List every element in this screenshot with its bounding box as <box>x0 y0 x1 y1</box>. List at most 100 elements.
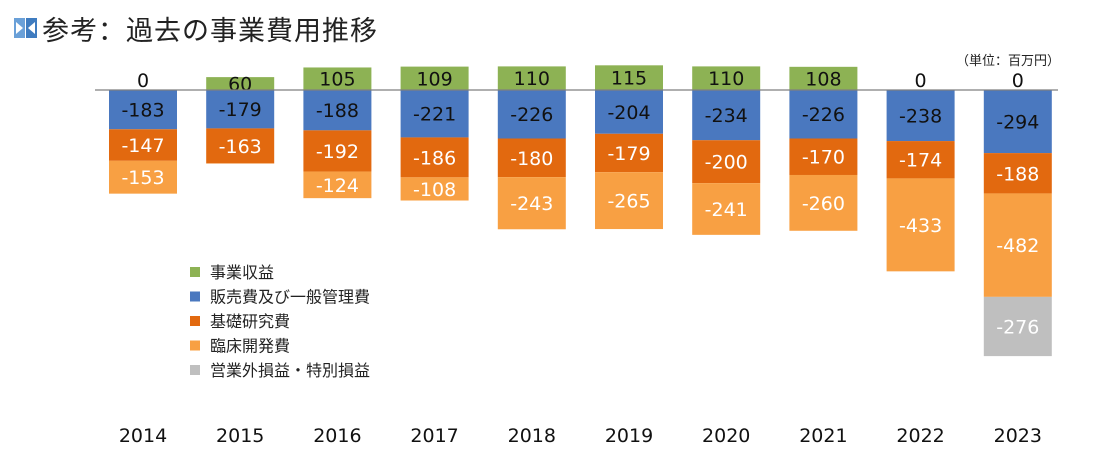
data-label-2017-series-0: 109 <box>416 68 452 90</box>
bar-2017-series-0 <box>400 66 469 90</box>
legend-swatch-2 <box>190 316 200 326</box>
data-label-2021-series-0: 108 <box>805 68 841 90</box>
bar-2021-series-0 <box>789 66 858 90</box>
data-label-2017-series-3: -108 <box>413 179 456 201</box>
data-label-2014-series-3: -153 <box>121 167 164 189</box>
bar-2015-series-1 <box>206 90 275 129</box>
data-label-2021-series-3: -260 <box>802 193 845 215</box>
x-tick-label-2020: 2020 <box>702 425 750 447</box>
title-bar: 参考：過去の事業費用推移 <box>14 8 378 48</box>
bar-2018-series-0 <box>497 66 566 90</box>
bar-2017-series-2 <box>400 137 469 178</box>
bar-2017-series-1 <box>400 90 469 138</box>
bar-2021-series-1 <box>789 90 858 139</box>
data-label-2014-series-2: -147 <box>121 135 164 157</box>
page-title: 参考：過去の事業費用推移 <box>42 15 378 47</box>
data-label-2023-series-2: -188 <box>996 163 1039 185</box>
legend-swatch-3 <box>190 340 200 351</box>
bar-2022-series-2 <box>886 141 955 179</box>
data-label-2018-series-2: -180 <box>510 148 553 170</box>
bar-2019-series-0 <box>595 65 663 90</box>
data-label-2018-series-0: 110 <box>514 68 550 90</box>
data-label-2016-series-3: -124 <box>316 175 359 197</box>
legend-label-0: 事業収益 <box>210 263 274 282</box>
bar-2017-series-3 <box>400 177 469 201</box>
data-label-2019-series-2: -179 <box>607 143 650 165</box>
bar-2014-series-2 <box>109 129 177 161</box>
x-tick-label-2022: 2022 <box>896 425 944 447</box>
data-label-2018-series-3: -243 <box>510 193 553 215</box>
data-label-2015-series-3: -1 <box>231 162 250 184</box>
bar-2019-series-3 <box>595 172 663 230</box>
legend-label-1: 販売費及び一般管理費 <box>210 288 370 307</box>
legend-swatch-4 <box>190 365 200 375</box>
data-label-2021-series-2: -170 <box>802 147 845 169</box>
data-label-2014-series-0: 0 <box>137 70 149 92</box>
x-tick-label-2018: 2018 <box>508 425 556 447</box>
data-label-2022-series-2: -174 <box>899 150 942 172</box>
company-logo-icon <box>14 18 37 38</box>
bar-2022-series-1 <box>886 90 955 142</box>
data-label-2020-series-1: -234 <box>705 105 748 127</box>
bar-2014-series-3 <box>109 160 177 194</box>
bar-2018-series-2 <box>497 138 566 178</box>
bar-2021-series-3 <box>789 174 858 231</box>
data-label-2016-series-0: 105 <box>319 69 355 91</box>
legend-swatch-0 <box>190 267 200 277</box>
x-tick-label-2019: 2019 <box>605 425 653 447</box>
data-label-2023-series-4: -276 <box>996 316 1039 338</box>
data-label-2015-series-1: -179 <box>219 99 262 121</box>
data-label-2023-series-0: 0 <box>1012 70 1024 92</box>
data-label-2016-series-2: -192 <box>316 141 359 163</box>
data-label-2020-series-2: -200 <box>705 152 748 174</box>
bar-2016-series-2 <box>303 130 372 172</box>
data-label-2022-series-1: -238 <box>899 106 942 128</box>
legend-swatch-1 <box>190 291 200 302</box>
data-label-2022-series-0: 0 <box>915 70 927 92</box>
bar-2021-series-2 <box>789 138 858 175</box>
data-label-2017-series-1: -221 <box>413 104 456 126</box>
data-label-2019-series-3: -265 <box>607 191 650 213</box>
bar-2015-series-0 <box>206 77 275 90</box>
x-tick-label-2014: 2014 <box>119 425 167 447</box>
data-label-2019-series-1: -204 <box>607 102 650 124</box>
bar-2015-series-2 <box>206 128 275 164</box>
bar-2020-series-2 <box>692 140 761 184</box>
bar-2019-series-2 <box>595 133 663 173</box>
x-tick-label-2015: 2015 <box>216 425 264 447</box>
legend-label-2: 基礎研究費 <box>210 312 290 331</box>
x-tick-label-2016: 2016 <box>313 425 361 447</box>
legend-label-4: 営業外損益・特別損益 <box>210 361 370 380</box>
data-label-2015-series-2: -163 <box>219 136 262 158</box>
data-label-2014-series-1: -183 <box>121 100 164 122</box>
bar-2018-series-3 <box>497 177 566 230</box>
data-label-2022-series-3: -433 <box>899 215 942 237</box>
unit-note: （単位：百万円） <box>955 54 1060 69</box>
data-label-2020-series-3: -241 <box>705 199 748 221</box>
legend-label-3: 臨床開発費 <box>210 337 290 356</box>
data-label-2021-series-1: -226 <box>802 104 845 126</box>
bar-2018-series-1 <box>497 90 566 139</box>
data-label-2016-series-1: -188 <box>316 100 359 122</box>
bar-2014-series-1 <box>109 90 177 130</box>
data-label-2017-series-2: -186 <box>413 147 456 169</box>
bar-2019-series-1 <box>595 90 663 134</box>
x-tick-label-2023: 2023 <box>994 425 1042 447</box>
x-tick-label-2021: 2021 <box>799 425 847 447</box>
bar-2020-series-0 <box>692 66 761 90</box>
x-tick-label-2017: 2017 <box>410 425 458 447</box>
bar-2016-series-3 <box>303 171 372 199</box>
data-label-2023-series-3: -482 <box>996 235 1039 257</box>
data-label-2018-series-1: -226 <box>510 104 553 126</box>
bar-2022-series-3 <box>886 178 955 272</box>
bar-2023-series-2 <box>983 153 1052 194</box>
bar-2023-series-1 <box>983 90 1052 154</box>
bar-2016-series-1 <box>303 90 372 131</box>
data-label-2020-series-0: 110 <box>708 68 744 90</box>
bar-2016-series-0 <box>303 67 372 90</box>
bar-2020-series-3 <box>692 183 761 235</box>
bar-2023-series-4 <box>983 296 1052 357</box>
data-label-2019-series-0: 115 <box>611 68 647 90</box>
bar-2020-series-1 <box>692 90 761 141</box>
